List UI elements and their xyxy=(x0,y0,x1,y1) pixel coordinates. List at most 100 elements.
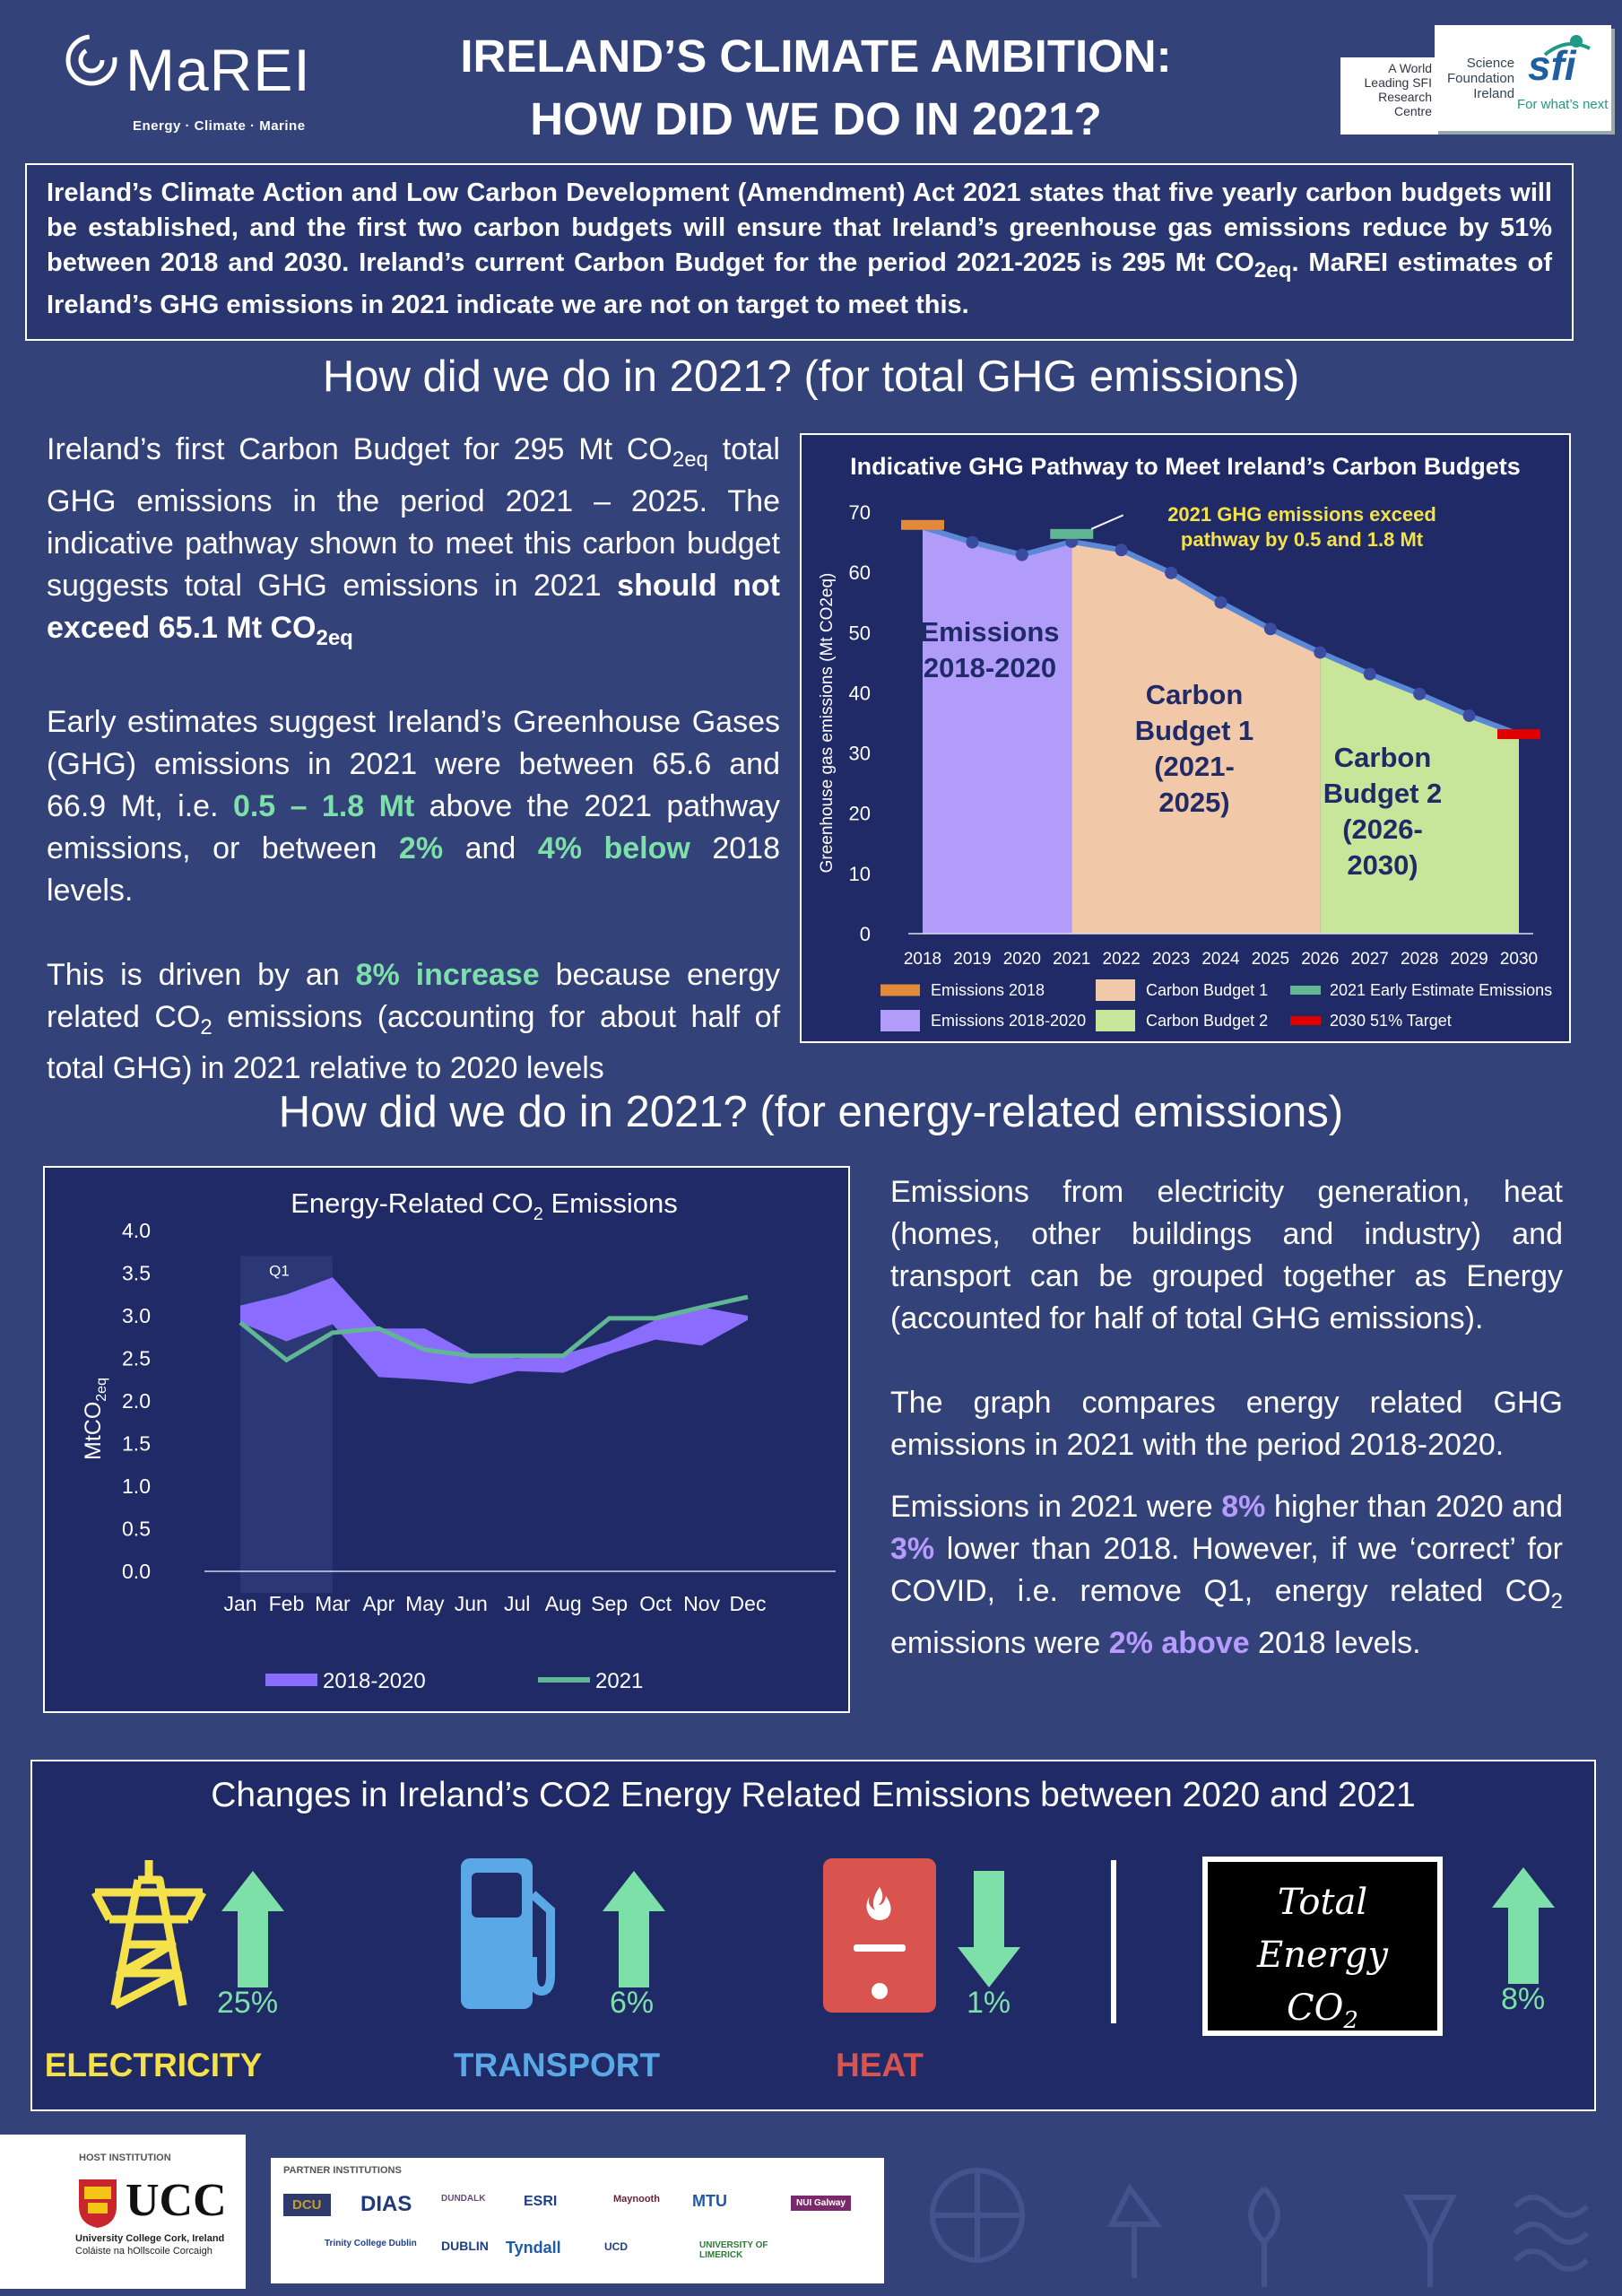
annotation-line: 2021 GHG emissions exceed xyxy=(1167,503,1436,526)
section1-paragraph-1: Ireland’s first Carbon Budget for 295 Mt… xyxy=(47,429,780,659)
region-1 xyxy=(1071,541,1321,934)
text-span: total GHG emissions in the period 2021 –… xyxy=(47,432,780,603)
boiler-icon xyxy=(823,1858,936,2013)
text-span: and xyxy=(443,831,538,865)
text-span: emissions (accounting for about half of … xyxy=(47,999,781,1086)
arrow-up-icon xyxy=(603,1871,665,1987)
legend-label: 2030 51% Target xyxy=(1330,1012,1452,1030)
x-tick-label: Dec xyxy=(730,1592,767,1615)
y-tick-label: 0.5 xyxy=(122,1518,151,1541)
logo-wordmark: MaREI xyxy=(126,37,311,103)
legend-label: Emissions 2018-2020 xyxy=(931,1012,1086,1030)
y-tick-label: 2.5 xyxy=(122,1347,151,1370)
region-2 xyxy=(1320,652,1519,934)
total-line: Energy xyxy=(1257,1935,1388,1976)
bold-span: should not exceed 65.1 Mt CO xyxy=(47,568,780,645)
section1-paragraph-3: This is driven by an 8% increase because… xyxy=(47,954,780,1091)
partner-logo: DUBLIN xyxy=(441,2239,489,2253)
legend-label: Carbon Budget 1 xyxy=(1146,981,1268,999)
marei-logo: MaREI Energy · Climate · Marine xyxy=(63,20,332,136)
x-tick-label: Jul xyxy=(504,1592,530,1615)
pathway-point xyxy=(1314,646,1327,659)
x-tick-label: 2022 xyxy=(1103,950,1141,969)
early-estimate-marker xyxy=(1050,528,1094,539)
legend-label: 2021 Early Estimate Emissions xyxy=(1330,981,1552,999)
footer: HOST INSTITUTION UCC University College … xyxy=(0,2135,1622,2296)
transport-label: TRANSPORT xyxy=(453,2047,661,2083)
pathway-point xyxy=(1015,548,1028,561)
x-tick-label: 2024 xyxy=(1201,950,1240,969)
fuel-pump-icon xyxy=(461,1858,555,2009)
legend-swatch xyxy=(1096,979,1135,1001)
highlight-span: 8% increase xyxy=(355,957,540,992)
chart-title: Energy-Related CO2 Emissions xyxy=(291,1187,678,1224)
legend-label: Emissions 2018 xyxy=(931,981,1045,999)
region-label: 2025) xyxy=(1158,787,1229,818)
band-2018-2020 xyxy=(240,1277,748,1384)
legend-swatch-line xyxy=(538,1677,590,1683)
subscript: 2 xyxy=(200,1014,213,1039)
highlight-span: 2% above xyxy=(1108,1625,1250,1660)
region-label: Carbon xyxy=(1146,679,1244,710)
host-institution: HOST INSTITUTION UCC University College … xyxy=(0,2135,246,2289)
partner-logo: Tyndall xyxy=(506,2239,561,2257)
y-tick-label: 10 xyxy=(849,863,871,885)
page-title: IRELAND’S CLIMATE AMBITION: HOW DID WE D… xyxy=(377,25,1255,151)
target-2030-marker xyxy=(1497,729,1540,740)
x-tick-label: 2028 xyxy=(1401,950,1438,969)
sfi-card-line: Leading SFI xyxy=(1364,75,1433,90)
legend-label: 2021 xyxy=(595,1669,643,1693)
x-tick-label: 2019 xyxy=(953,950,991,969)
y-tick-label: 70 xyxy=(849,501,871,524)
x-tick-label: Jun xyxy=(455,1592,488,1615)
partner-logo: DIAS xyxy=(360,2192,412,2216)
ucc-crest-icon xyxy=(79,2179,117,2228)
highlight-span: 2% xyxy=(398,831,444,865)
region-label: 2018-2020 xyxy=(924,652,1056,683)
text-span: 2018 levels. xyxy=(47,831,780,908)
pathway-point xyxy=(1263,622,1277,636)
chart-title: Indicative GHG Pathway to Meet Ireland’s… xyxy=(850,453,1521,480)
text-span: 2018 levels. xyxy=(1249,1625,1421,1660)
arrow-up-icon xyxy=(1492,1867,1555,1984)
pylon-icon xyxy=(91,1860,206,2010)
subscript: 2eq xyxy=(672,447,708,472)
partner-logo: UNIVERSITY OF LIMERICK xyxy=(699,2240,768,2260)
y-tick-label: 3.5 xyxy=(122,1262,151,1285)
title-line-1: IRELAND’S CLIMATE AMBITION: xyxy=(460,30,1172,82)
y-tick-label: 20 xyxy=(849,803,871,825)
text-span: Early estimates suggest Ireland’s Greenh… xyxy=(47,704,780,823)
text-span: higher than 2020 and xyxy=(1265,1490,1563,1524)
y-tick-label: 1.5 xyxy=(122,1432,151,1456)
y-tick-label: 3.0 xyxy=(122,1304,151,1327)
section-heading-total-ghg: How did we do in 2021? (for total GHG em… xyxy=(322,352,1300,401)
partner-logo: DCU xyxy=(283,2194,331,2216)
section2-paragraph-2: The graph compares energy related GHG em… xyxy=(890,1386,1563,1462)
pathway-point xyxy=(1413,687,1427,700)
sfi-card: Science Foundation Ireland sfi For what’… xyxy=(1435,25,1611,131)
legend-swatch xyxy=(880,984,920,996)
changes-panel: Changes in Ireland’s CO2 Energy Related … xyxy=(30,1760,1596,2111)
sfi-name-line: Science xyxy=(1466,56,1515,71)
electricity-label: ELECTRICITY xyxy=(44,2047,263,2083)
y-tick-label: 2.0 xyxy=(122,1389,151,1413)
sfi-name-line: Ireland xyxy=(1473,86,1515,101)
sfi-card-line: A World xyxy=(1388,61,1432,75)
annotation-pointer xyxy=(1090,514,1124,530)
legend-swatch xyxy=(1290,986,1321,995)
total-line-co2: CO2 xyxy=(1208,1982,1437,2048)
partner-logo: UCD xyxy=(604,2240,628,2253)
section-heading-energy: How did we do in 2021? (for energy-relat… xyxy=(278,1088,1344,1136)
x-tick-label: 2026 xyxy=(1301,950,1339,969)
region-label: Budget 2 xyxy=(1323,778,1443,809)
section2-paragraph-1: Emissions from electricity generation, h… xyxy=(890,1175,1563,1335)
legend-label: 2018-2020 xyxy=(323,1669,426,1693)
text-span: emissions were xyxy=(890,1625,1109,1660)
y-tick-label: 0.0 xyxy=(122,1560,151,1583)
decorative-energy-icons xyxy=(930,2168,1590,2287)
host-label: HOST INSTITUTION xyxy=(79,2152,171,2163)
y-axis-label: Greenhouse gas emissions (Mt CO2eq) xyxy=(818,573,837,874)
heat-pct: 1% xyxy=(967,1986,1011,2020)
x-tick-label: Oct xyxy=(639,1592,672,1615)
highlight-span: 3% xyxy=(890,1532,935,1566)
